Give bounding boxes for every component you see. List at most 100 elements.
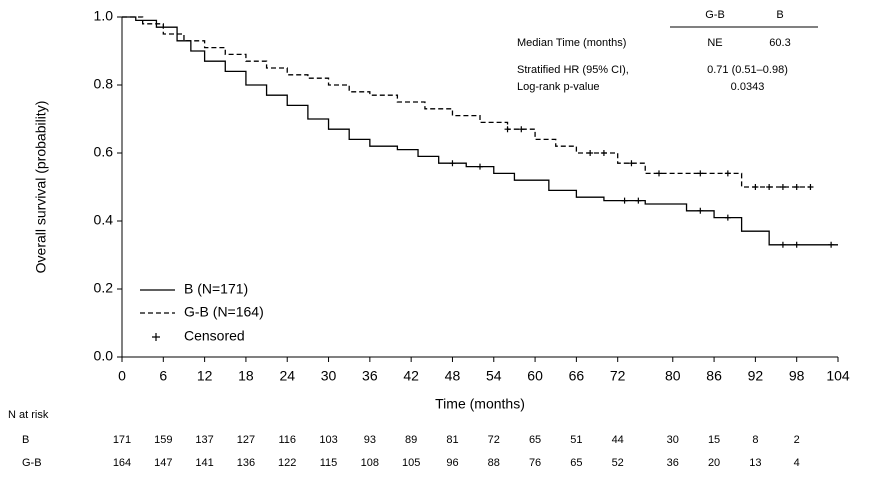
- risk-count: 51: [570, 434, 582, 446]
- x-tick-label: 98: [789, 368, 805, 384]
- censor-mark: [449, 160, 456, 167]
- y-axis-label: Overall survival (probability): [33, 101, 49, 274]
- censor-mark: [600, 150, 607, 156]
- censor-mark: [779, 184, 786, 190]
- risk-count: 93: [364, 434, 376, 446]
- y-tick-label: 0.4: [94, 212, 114, 228]
- risk-count: 96: [446, 457, 458, 469]
- x-tick-label: 0: [118, 368, 126, 384]
- stats-row-label: Log-rank p-value: [517, 81, 600, 93]
- censor-mark: [779, 241, 786, 248]
- risk-count: 137: [195, 434, 213, 446]
- x-tick-label: 92: [748, 368, 764, 384]
- censor-mark: [477, 163, 483, 170]
- stats-header: B: [776, 9, 783, 21]
- risk-count: 122: [278, 457, 296, 469]
- stats-header: G-B: [705, 9, 725, 21]
- y-tick-label: 1.0: [94, 8, 114, 24]
- censor-mark: [793, 184, 800, 190]
- censor-mark: [628, 160, 635, 167]
- y-tick-label: 0.0: [94, 348, 114, 364]
- risk-count: 65: [529, 434, 541, 446]
- risk-count: 127: [237, 434, 255, 446]
- x-tick-label: 12: [197, 368, 213, 384]
- x-tick-label: 54: [486, 368, 502, 384]
- risk-count: 171: [113, 434, 131, 446]
- legend-marker: [152, 333, 160, 341]
- risk-count: 36: [667, 457, 679, 469]
- legend-label: B (N=171): [184, 281, 248, 297]
- censor-mark: [697, 207, 704, 214]
- x-tick-label: 36: [362, 368, 378, 384]
- y-tick-label: 0.8: [94, 76, 114, 92]
- x-tick-label: 6: [159, 368, 167, 384]
- censor-mark: [587, 150, 594, 156]
- risk-count: 89: [405, 434, 417, 446]
- y-tick-label: 0.6: [94, 144, 114, 160]
- censor-mark: [766, 184, 773, 190]
- x-tick-label: 66: [569, 368, 585, 384]
- risk-count: 103: [319, 434, 337, 446]
- stats-cell: NE: [707, 37, 722, 49]
- risk-count: 159: [154, 434, 172, 446]
- x-tick-label: 24: [279, 368, 295, 384]
- risk-row-label: G-B: [22, 457, 42, 469]
- censor-mark: [752, 184, 759, 190]
- risk-count: 65: [570, 457, 582, 469]
- censor-mark: [518, 126, 525, 133]
- stats-cell: 0.0343: [731, 81, 765, 93]
- risk-count: 164: [113, 457, 131, 469]
- x-tick-label: 72: [610, 368, 626, 384]
- risk-count: 52: [612, 457, 624, 469]
- risk-count: 2: [794, 434, 800, 446]
- censor-mark: [724, 214, 731, 221]
- y-tick-label: 0.2: [94, 280, 114, 296]
- risk-count: 105: [402, 457, 420, 469]
- risk-count: 136: [237, 457, 255, 469]
- risk-count: 81: [446, 434, 458, 446]
- risk-count: 76: [529, 457, 541, 469]
- censor-mark: [724, 170, 731, 177]
- risk-count: 141: [195, 457, 213, 469]
- risk-count: 20: [708, 457, 720, 469]
- risk-title: N at risk: [8, 409, 49, 421]
- stats-row-label: Stratified HR (95% CI),: [517, 64, 629, 76]
- risk-count: 30: [667, 434, 679, 446]
- risk-count: 88: [488, 457, 500, 469]
- risk-count: 4: [794, 457, 800, 469]
- x-tick-label: 30: [321, 368, 337, 384]
- legend-label: G-B (N=164): [184, 304, 264, 320]
- risk-count: 44: [612, 434, 624, 446]
- x-tick-label: 18: [238, 368, 254, 384]
- risk-count: 116: [278, 434, 296, 446]
- x-tick-label: 42: [403, 368, 419, 384]
- censor-mark: [828, 241, 835, 248]
- risk-count: 147: [154, 457, 172, 469]
- survival-curve: [122, 16, 811, 188]
- risk-row-label: B: [22, 434, 29, 446]
- x-axis-label: Time (months): [435, 396, 525, 412]
- stats-cell: 60.3: [769, 37, 790, 49]
- risk-count: 15: [708, 434, 720, 446]
- x-tick-label: 80: [665, 368, 681, 384]
- x-tick-label: 104: [826, 368, 850, 384]
- risk-count: 8: [752, 434, 758, 446]
- risk-count: 108: [361, 457, 379, 469]
- stats-row-label: Median Time (months): [517, 37, 626, 49]
- censor-mark: [635, 197, 642, 204]
- stats-cell: 0.71 (0.51–0.98): [707, 64, 788, 76]
- x-tick-label: 48: [445, 368, 461, 384]
- risk-count: 13: [749, 457, 761, 469]
- risk-count: 72: [488, 434, 500, 446]
- censor-mark: [793, 241, 800, 248]
- legend-label: Censored: [184, 328, 245, 344]
- censor-mark: [807, 184, 814, 190]
- censor-mark: [504, 126, 511, 133]
- survival-curve: [122, 16, 838, 246]
- censor-mark: [656, 170, 662, 177]
- censor-mark: [697, 170, 704, 177]
- x-tick-label: 86: [706, 368, 722, 384]
- risk-count: 115: [320, 457, 338, 469]
- x-tick-label: 60: [527, 368, 543, 384]
